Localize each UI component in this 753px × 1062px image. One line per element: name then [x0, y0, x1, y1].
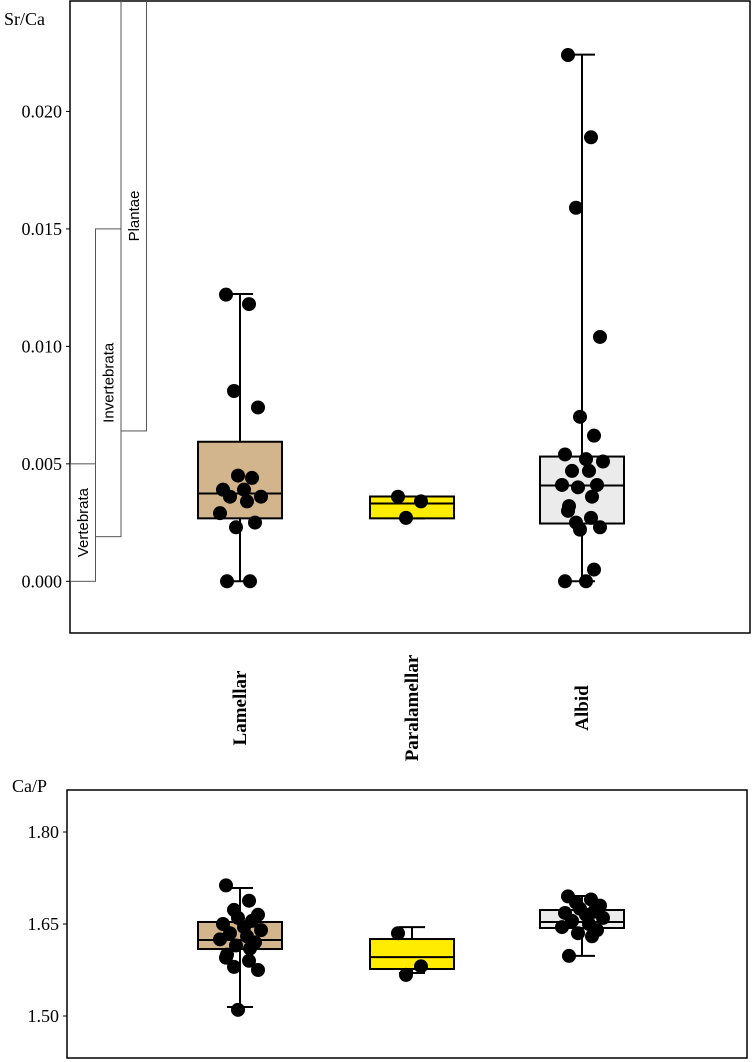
data-point [213, 932, 227, 947]
data-point [584, 130, 598, 145]
data-point [227, 384, 241, 399]
data-point [242, 893, 256, 908]
category-label: Lamellar [230, 670, 251, 745]
data-point [220, 574, 234, 589]
data-point [248, 515, 262, 530]
data-point [391, 489, 405, 504]
y-tick-label: 0.015 [22, 219, 63, 239]
box [369, 938, 455, 971]
data-point [555, 477, 569, 492]
category-label: Albid [572, 685, 593, 731]
y-tick-label: 1.50 [28, 1006, 60, 1026]
data-point [231, 468, 245, 483]
data-point [227, 959, 241, 974]
data-point [587, 428, 601, 443]
data-point [571, 480, 585, 495]
data-point [219, 878, 233, 893]
data-point [571, 926, 585, 941]
data-point [561, 48, 575, 63]
data-point [242, 297, 256, 312]
frame-bottom [66, 789, 748, 1059]
data-point [584, 510, 598, 525]
data-point [251, 400, 265, 415]
y-tick-label: 1.80 [28, 822, 60, 842]
range-label: Vertebrata [75, 487, 92, 557]
data-point [237, 482, 251, 497]
data-point [219, 950, 233, 965]
data-point [587, 562, 601, 577]
data-point [240, 494, 254, 509]
range-bracket [120, 1, 147, 432]
y-axis-label: Ca/P [12, 776, 47, 796]
data-point [391, 926, 405, 941]
data-point [229, 520, 243, 535]
data-point [414, 494, 428, 509]
data-point [585, 489, 599, 504]
data-point [254, 923, 268, 938]
data-point [555, 920, 569, 935]
data-point [399, 510, 413, 525]
data-point [243, 574, 257, 589]
data-point [579, 452, 593, 467]
y-axis-label: Sr/Ca [4, 9, 45, 29]
data-point [414, 959, 428, 974]
data-point [596, 910, 610, 925]
data-point [254, 489, 268, 504]
range-label: Plantae [126, 191, 143, 242]
data-point [219, 287, 233, 302]
data-point [593, 520, 607, 535]
data-point [245, 470, 259, 485]
range-group [70, 1, 147, 582]
y-tick-label: 0.005 [22, 454, 63, 474]
data-point [243, 941, 257, 956]
y-tick-label: 1.65 [28, 914, 60, 934]
range-label: Invertebrata [101, 342, 118, 423]
y-tick-label: 0.010 [22, 336, 63, 356]
data-point [213, 506, 227, 521]
data-point [558, 574, 572, 589]
frame-top [69, 0, 751, 634]
data-point [573, 409, 587, 424]
y-tick-label: 0.000 [22, 571, 63, 591]
data-point [582, 463, 596, 478]
data-point [558, 447, 572, 462]
data-point [579, 574, 593, 589]
data-point [399, 967, 413, 982]
data-point [596, 454, 610, 469]
data-point [593, 329, 607, 344]
data-point [223, 926, 237, 941]
data-point [223, 489, 237, 504]
data-point [561, 503, 575, 518]
data-point [242, 953, 256, 968]
data-point [585, 929, 599, 944]
data-point [231, 1002, 245, 1017]
data-point [251, 962, 265, 977]
data-point [565, 913, 579, 928]
data-point [229, 938, 243, 953]
data-point [562, 948, 576, 963]
data-point [573, 522, 587, 537]
data-point [590, 477, 604, 492]
data-point [565, 463, 579, 478]
data-point [569, 200, 583, 215]
category-label: Paralamellar [402, 654, 423, 761]
y-tick-label: 0.020 [22, 101, 63, 121]
